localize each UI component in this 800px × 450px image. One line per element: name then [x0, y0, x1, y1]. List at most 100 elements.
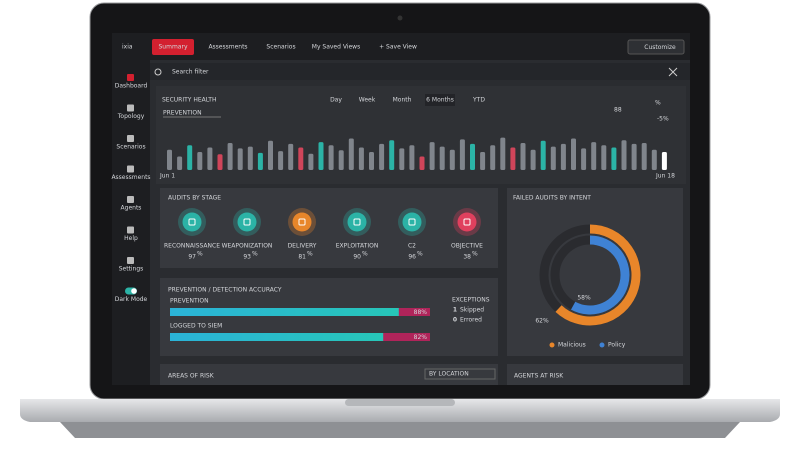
panel-title: AGENTS AT RISK	[514, 373, 564, 380]
logo: ixia	[122, 44, 133, 51]
exception-count: 0	[453, 317, 457, 324]
health-bar	[358, 147, 364, 170]
sidebar-icon	[127, 196, 134, 203]
exception-label: Skipped	[460, 307, 484, 314]
health-bar	[298, 147, 304, 170]
search-placeholder[interactable]: Search filter	[172, 69, 209, 76]
stage-unit: %	[252, 251, 258, 258]
stage-label: DELIVERY	[288, 243, 317, 250]
stage-icon	[402, 212, 422, 232]
legend-label: Malicious	[558, 342, 586, 349]
panel-title: AREAS OF RISK	[168, 373, 215, 380]
sidebar-icon	[127, 165, 134, 173]
exception-count: 1	[453, 307, 457, 314]
period-tab[interactable]: Day	[330, 97, 342, 104]
sidebar-label[interactable]: Topology	[117, 113, 145, 120]
stage-icon	[347, 212, 367, 232]
health-bar	[540, 140, 546, 170]
agents-panel	[507, 364, 683, 385]
health-bar	[500, 137, 506, 170]
health-bar	[571, 138, 576, 170]
period-tab[interactable]: Week	[359, 97, 376, 104]
sidebar-icon	[127, 74, 134, 81]
panel-title: SECURITY HEALTH	[162, 97, 216, 104]
donut-arc	[570, 235, 630, 315]
customize-button[interactable]	[627, 39, 685, 55]
sidebar-label[interactable]: Dark Mode	[115, 296, 148, 303]
health-bar	[621, 140, 627, 170]
panel-title: FAILED AUDITS BY INTENT	[513, 195, 591, 202]
filter-label[interactable]: PREVENTION	[163, 110, 202, 117]
x-end: Jun 18	[655, 173, 675, 180]
health-bar	[177, 156, 183, 170]
sidebar-label[interactable]: Settings	[119, 266, 144, 273]
period-tab[interactable]: YTD	[472, 97, 485, 104]
health-bar	[560, 143, 566, 170]
nav-tab[interactable]: + Save View	[379, 44, 417, 51]
stage-glyph	[408, 218, 416, 226]
stage-glyph	[463, 218, 471, 226]
dropdown-label[interactable]: BY LOCATION	[429, 371, 469, 378]
sidebar-label[interactable]: Agents	[121, 205, 142, 212]
health-bar	[439, 146, 445, 170]
health-bar	[278, 151, 284, 170]
health-bar	[247, 146, 253, 170]
health-bar	[389, 140, 395, 170]
legend-label: Policy	[608, 342, 626, 349]
stage-value: 38	[463, 254, 471, 261]
health-bar	[449, 149, 455, 170]
nav-tab[interactable]: Assessments	[208, 44, 247, 51]
stage-icon	[292, 212, 312, 232]
toggle-knob	[131, 288, 137, 294]
camera	[397, 15, 403, 21]
health-bar	[631, 143, 637, 170]
sidebar	[112, 60, 150, 385]
health-bar	[187, 145, 193, 170]
sidebar-icon	[127, 104, 134, 112]
health-bar	[419, 156, 425, 170]
stage-glyph	[188, 218, 196, 226]
nav-tab[interactable]: Scenarios	[266, 44, 295, 51]
health-bar	[409, 145, 415, 170]
health-bar	[651, 149, 657, 170]
lid-notch	[345, 399, 455, 406]
period-tab[interactable]: 6 Months	[426, 97, 454, 104]
legend-dot	[549, 342, 555, 348]
health-bar	[227, 143, 233, 170]
health-bar	[257, 152, 263, 170]
stage-value: 90	[353, 254, 361, 261]
sidebar-label[interactable]: Dashboard	[115, 83, 148, 90]
stage-value: 81	[298, 254, 306, 261]
stage-glyph	[353, 218, 361, 226]
nav-tab[interactable]: My Saved Views	[312, 44, 360, 51]
panel-title: AUDITS BY STAGE	[168, 195, 221, 202]
stage-glyph	[243, 218, 251, 226]
accuracy-bar	[170, 308, 399, 316]
health-score: 88	[614, 107, 622, 114]
health-bar	[288, 143, 294, 170]
sidebar-icon	[127, 257, 134, 264]
close-icon[interactable]	[668, 67, 678, 77]
period-tab[interactable]: Month	[393, 97, 412, 104]
health-bar	[399, 148, 405, 170]
search-bar	[150, 63, 690, 80]
nav-tab[interactable]: Summary	[159, 44, 188, 51]
stage-value: 96	[408, 254, 416, 261]
sidebar-label[interactable]: Assessments	[111, 174, 150, 181]
health-bar	[661, 152, 667, 170]
stage-unit: %	[307, 251, 313, 258]
location-dropdown[interactable]	[424, 368, 496, 380]
sidebar-label[interactable]: Help	[124, 235, 138, 242]
sidebar-label[interactable]: Scenarios	[116, 144, 145, 151]
health-bar	[490, 145, 496, 170]
stage-label: WEAPONIZATION	[222, 243, 273, 250]
sidebar-icon	[127, 135, 134, 142]
health-bar	[237, 148, 243, 170]
stage-unit: %	[472, 251, 478, 258]
health-bar	[268, 140, 273, 170]
health-bar	[591, 142, 597, 170]
health-bar	[197, 152, 203, 170]
health-bar	[530, 149, 536, 170]
health-bar	[641, 143, 647, 170]
health-bar	[379, 143, 385, 170]
